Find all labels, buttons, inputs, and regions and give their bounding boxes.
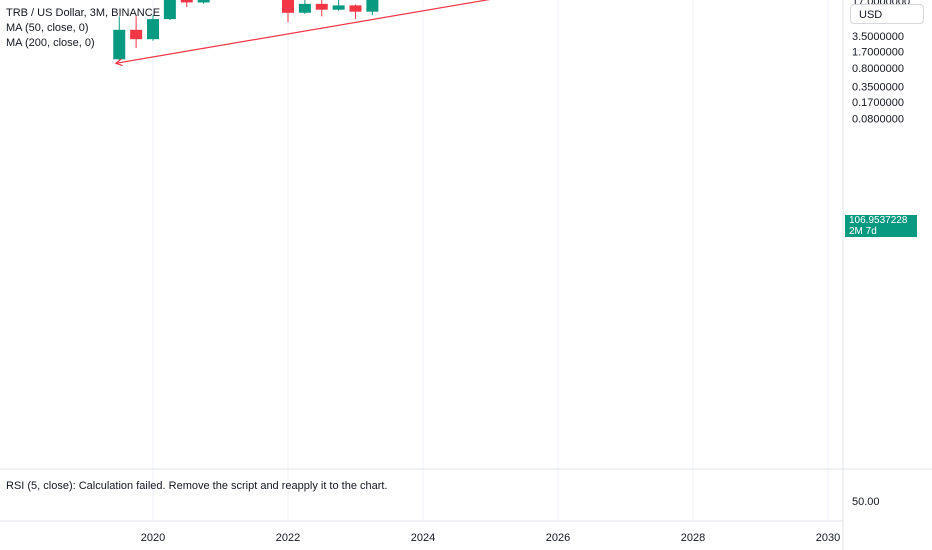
candle-body	[163, 0, 176, 20]
time-tick-label: 2028	[681, 532, 705, 544]
last-price-value: 106.9537228	[849, 215, 908, 226]
legend-title[interactable]: TRB / US Dollar, 3M, BINANCE	[6, 7, 161, 19]
bar-countdown: 2M 7d	[849, 226, 877, 237]
legend-ma50[interactable]: MA (50, close, 0)	[6, 22, 89, 34]
price-tick-label: 0.0800000	[852, 114, 904, 126]
price-tick-label: 0.8000000	[852, 63, 904, 75]
candle-up	[147, 15, 159, 41]
candle-body	[298, 3, 311, 13]
price-tick-label: 1.7000000	[852, 47, 904, 59]
price-tick-label: 0.3500000	[852, 81, 904, 93]
candle-up	[366, 0, 379, 16]
price-tick-label: 0.1700000	[852, 97, 904, 109]
candle-body	[282, 0, 294, 13]
candle-body	[147, 19, 159, 40]
candle-down	[130, 16, 143, 49]
candles	[113, 0, 379, 62]
candle-body	[130, 29, 143, 40]
time-axis-labels: 2020 2022 2024 2026 2028 2030	[141, 532, 840, 544]
candle-body	[113, 29, 126, 60]
candle-down	[315, 0, 328, 17]
candle-down	[282, 0, 294, 23]
candle-up	[298, 0, 311, 14]
candle-up	[163, 0, 176, 20]
legend-ma200[interactable]: MA (200, close, 0)	[6, 37, 95, 49]
grid	[152, 0, 829, 521]
currency-button[interactable]: USD	[850, 4, 924, 24]
candle-down	[180, 0, 193, 8]
time-tick-label: 2026	[546, 532, 570, 544]
candle-up	[113, 16, 126, 62]
price-tick-label: 3.5000000	[852, 31, 904, 43]
rsi-error-message: RSI (5, close): Calculation failed. Remo…	[6, 480, 388, 492]
candle-body	[180, 0, 193, 3]
last-price-tag: 106.9537228 2M 7d	[845, 215, 917, 237]
trendline-arrowhead	[114, 58, 123, 67]
trendline[interactable]	[115, 0, 524, 64]
rsi-axis-label: 50.00	[852, 496, 880, 508]
time-tick-label: 2022	[276, 532, 300, 544]
candle-body	[332, 5, 345, 10]
time-tick-label: 2024	[411, 532, 435, 544]
time-tick-label: 2020	[141, 532, 165, 544]
candle-up	[332, 0, 345, 11]
time-tick-label: 2030	[816, 532, 840, 544]
candle-down	[349, 4, 362, 20]
candle-body	[349, 5, 362, 12]
candle-body	[366, 0, 379, 12]
drawings[interactable]	[0, 0, 843, 67]
candle-up	[197, 0, 210, 4]
candle-body	[315, 3, 328, 10]
chart-legend: TRB / US Dollar, 3M, BINANCE MA (50, clo…	[6, 6, 160, 51]
candle-body	[197, 0, 210, 3]
